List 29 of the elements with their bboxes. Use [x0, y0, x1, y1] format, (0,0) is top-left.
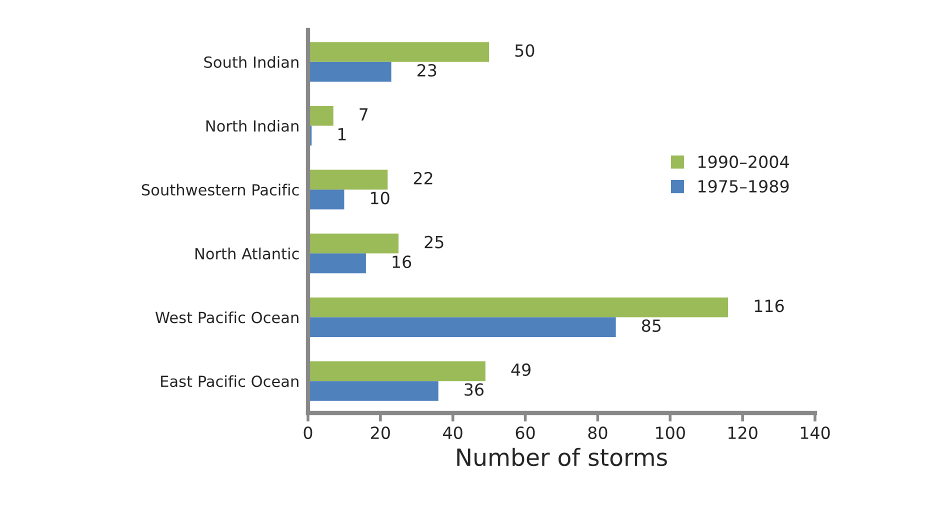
x-tick-label: 140 — [800, 426, 830, 440]
x-tick-label: 0 — [304, 426, 312, 440]
data-label: 10 — [371, 192, 390, 204]
y-tick-label: North Atlantic — [195, 248, 299, 260]
data-label: 25 — [424, 236, 444, 248]
data-label: 36 — [464, 383, 484, 396]
x-tick-label: 40 — [443, 426, 462, 440]
data-label: 1 — [338, 128, 346, 140]
data-label: 116 — [754, 300, 784, 312]
y-tick-label: North Indian — [206, 120, 298, 132]
legend-label: 1975–1989 — [698, 180, 789, 193]
x-tick-label: 20 — [371, 426, 390, 440]
data-label: 16 — [392, 256, 412, 268]
data-label: 7 — [360, 108, 368, 120]
x-tick-label: 60 — [516, 426, 535, 440]
x-tick-label: 100 — [656, 426, 685, 440]
data-label: 22 — [414, 172, 432, 184]
x-tick-label: 120 — [728, 426, 758, 440]
y-tick-label: West Pacific Ocean — [155, 311, 298, 324]
data-label: 50 — [515, 44, 534, 57]
x-tick-label: 80 — [588, 426, 608, 440]
x-axis-title: Number of storms — [457, 448, 667, 466]
legend-label: 1990–2004 — [698, 156, 789, 168]
data-label: 85 — [642, 319, 661, 332]
y-tick-label: Southwestern Pacific — [142, 184, 299, 196]
y-tick-label: South Indian — [204, 56, 298, 68]
data-label: 23 — [418, 64, 436, 77]
y-tick-label: East Pacific Ocean — [161, 375, 298, 388]
data-label: 49 — [511, 363, 530, 376]
